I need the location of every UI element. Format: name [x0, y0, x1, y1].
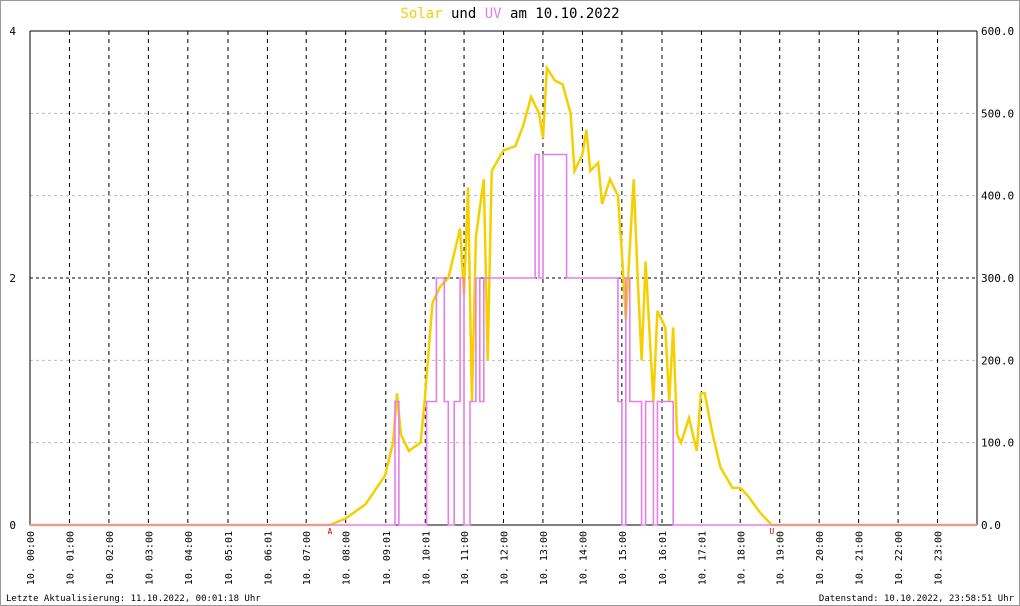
series-line [30, 64, 977, 527]
x-tick-label: 10. 13:00 [539, 531, 550, 585]
title-solar: Solar [400, 6, 442, 22]
x-tick-label: 10. 19:00 [776, 531, 787, 585]
y2-tick-label: 600.0 [981, 25, 1014, 38]
x-tick-label: 10. 17:01 [697, 531, 708, 585]
y2-tick-label: 200.0 [981, 354, 1014, 367]
title-joiner: und [451, 6, 476, 22]
y-tick-label: 2 [9, 272, 16, 285]
x-tick-label: 10. 05:01 [224, 531, 235, 585]
footer-right: Datenstand: 10.10.2022, 23:58:51 Uhr [819, 594, 1015, 604]
x-tick-label: 10. 09:01 [382, 531, 393, 585]
x-tick-label: 10. 20:00 [815, 531, 826, 585]
x-tick-label: 10. 01:00 [65, 531, 76, 585]
x-tick-label: 10. 14:00 [578, 531, 589, 585]
x-tick-label: 10. 08:00 [342, 531, 353, 585]
title-suffix: am 10.10.2022 [510, 6, 620, 22]
x-tick-label: 10. 07:00 [302, 531, 313, 585]
y2-tick-label: 0.0 [981, 519, 1001, 532]
x-tick-label: 10. 22:00 [894, 531, 905, 585]
x-tick-label: 10. 04:00 [184, 531, 195, 585]
footer-left: Letzte Aktualisierung: 11.10.2022, 00:01… [6, 594, 261, 604]
y2-tick-label: 500.0 [981, 107, 1014, 120]
x-tick-label: 10. 12:00 [500, 531, 511, 585]
x-tick-label: 10. 18:00 [736, 531, 747, 585]
x-tick-label: 10. 06:01 [263, 531, 274, 585]
title-uv: UV [485, 6, 502, 22]
x-tick-label: 10. 23:00 [934, 531, 945, 585]
x-tick-label: 10. 10:01 [421, 531, 432, 585]
y-tick-label: 4 [9, 25, 16, 38]
x-tick-label: 10. 03:00 [144, 531, 155, 585]
y2-tick-label: 100.0 [981, 437, 1014, 450]
marker-label: A [327, 527, 332, 536]
y-tick-label: 0 [9, 519, 16, 532]
marker-label: U [769, 527, 774, 536]
x-tick-label: 10. 00:00 [26, 531, 37, 585]
x-tick-label: 10. 15:00 [618, 531, 629, 585]
chart-title: Solar und UV am 10.10.2022 [400, 6, 619, 22]
x-tick-label: 10. 16:01 [658, 531, 669, 585]
y2-tick-label: 300.0 [981, 272, 1014, 285]
x-tick-label: 10. 11:00 [460, 531, 471, 585]
series-line [30, 153, 977, 526]
y2-tick-label: 400.0 [981, 190, 1014, 203]
x-tick-label: 10. 21:00 [855, 531, 866, 585]
x-tick-label: 10. 02:00 [105, 531, 116, 585]
